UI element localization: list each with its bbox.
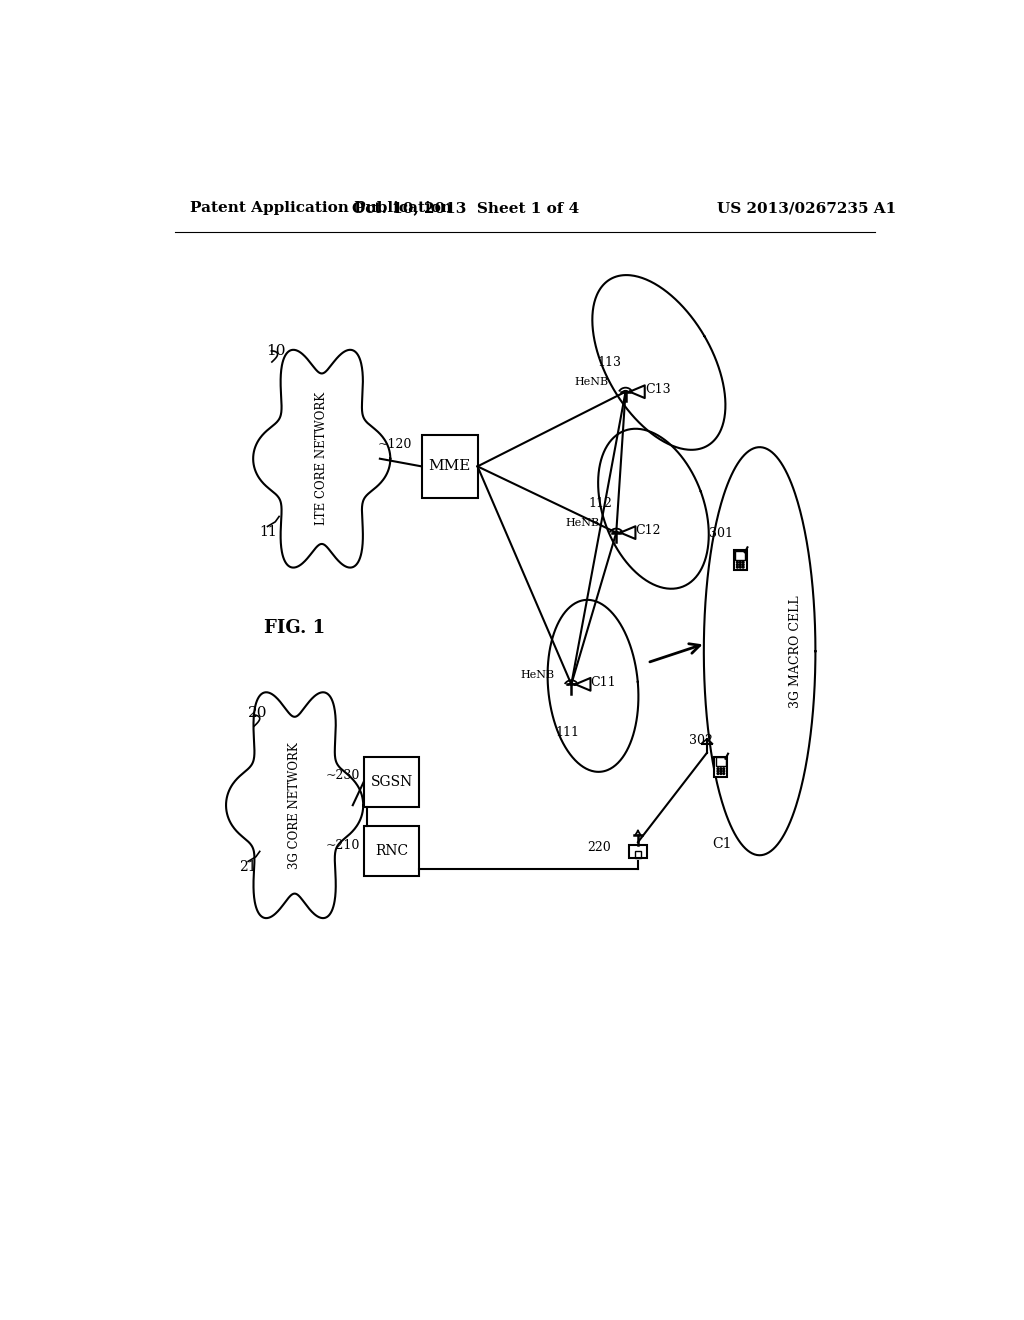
Polygon shape bbox=[575, 678, 591, 690]
Text: ~230: ~230 bbox=[326, 770, 359, 783]
Bar bbox=[715, 756, 727, 776]
Text: HeNB: HeNB bbox=[565, 517, 599, 528]
Circle shape bbox=[720, 772, 722, 775]
Polygon shape bbox=[630, 385, 645, 399]
Circle shape bbox=[742, 561, 744, 564]
Text: ~210: ~210 bbox=[326, 838, 359, 851]
Text: HeNB: HeNB bbox=[520, 669, 554, 680]
Text: 112: 112 bbox=[589, 496, 612, 510]
Text: C11: C11 bbox=[591, 676, 616, 689]
Text: 20: 20 bbox=[248, 706, 267, 719]
Text: 10: 10 bbox=[266, 345, 286, 358]
Text: SGSN: SGSN bbox=[371, 775, 413, 789]
Circle shape bbox=[717, 770, 719, 772]
Circle shape bbox=[723, 770, 725, 772]
Circle shape bbox=[736, 561, 738, 564]
Circle shape bbox=[742, 564, 744, 566]
Text: C1: C1 bbox=[713, 837, 732, 850]
Text: 302: 302 bbox=[689, 734, 713, 747]
Text: FIG. 1: FIG. 1 bbox=[263, 619, 325, 638]
Text: 11: 11 bbox=[260, 525, 278, 539]
Circle shape bbox=[736, 564, 738, 566]
Bar bbox=[629, 845, 647, 858]
Circle shape bbox=[720, 768, 722, 770]
Text: 301: 301 bbox=[709, 527, 732, 540]
Text: Oct. 10, 2013  Sheet 1 of 4: Oct. 10, 2013 Sheet 1 of 4 bbox=[351, 202, 579, 215]
Circle shape bbox=[717, 768, 719, 770]
Circle shape bbox=[739, 564, 741, 566]
Text: Patent Application Publication: Patent Application Publication bbox=[190, 202, 452, 215]
Text: MME: MME bbox=[428, 459, 471, 474]
Circle shape bbox=[736, 566, 738, 568]
Bar bbox=[635, 851, 641, 858]
Bar bbox=[422, 434, 477, 498]
Bar bbox=[735, 550, 745, 560]
Circle shape bbox=[723, 772, 725, 775]
Polygon shape bbox=[621, 527, 636, 539]
Text: 21: 21 bbox=[239, 859, 256, 874]
Circle shape bbox=[723, 768, 725, 770]
Circle shape bbox=[717, 772, 719, 775]
Circle shape bbox=[742, 566, 744, 568]
Text: 220: 220 bbox=[587, 841, 611, 854]
Text: RNC: RNC bbox=[375, 845, 408, 858]
Text: LTE CORE NETWORK: LTE CORE NETWORK bbox=[315, 392, 329, 525]
Text: 111: 111 bbox=[555, 726, 580, 739]
Text: 113: 113 bbox=[598, 355, 622, 368]
Bar bbox=[716, 758, 726, 767]
Circle shape bbox=[739, 561, 741, 564]
Text: C12: C12 bbox=[636, 524, 662, 537]
Text: C13: C13 bbox=[645, 383, 671, 396]
Bar bbox=[734, 550, 746, 570]
Bar bbox=[364, 826, 420, 876]
Text: US 2013/0267235 A1: US 2013/0267235 A1 bbox=[717, 202, 896, 215]
Bar bbox=[364, 758, 420, 807]
Text: ~120: ~120 bbox=[378, 438, 413, 451]
Circle shape bbox=[739, 566, 741, 568]
Text: 3G MACRO CELL: 3G MACRO CELL bbox=[790, 595, 802, 708]
Text: 3G CORE NETWORK: 3G CORE NETWORK bbox=[288, 742, 301, 869]
Circle shape bbox=[720, 770, 722, 772]
Text: HeNB: HeNB bbox=[574, 378, 608, 387]
